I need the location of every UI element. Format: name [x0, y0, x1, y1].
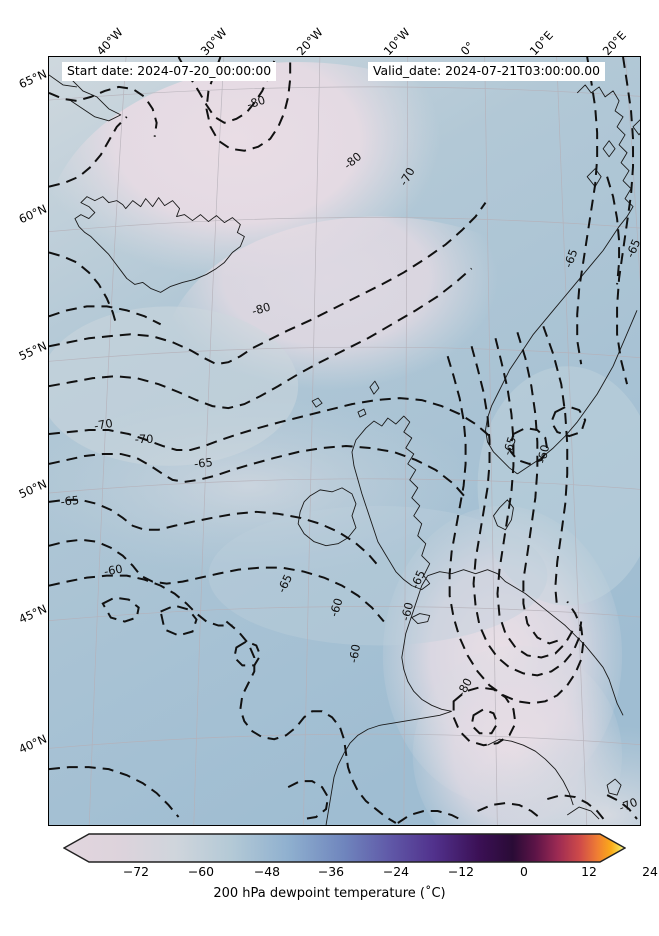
colorbar-tick-minus48: −48	[253, 864, 281, 879]
colorbar-tick-12: 12	[581, 864, 597, 879]
svg-text:-65: -65	[623, 237, 640, 260]
svg-text:-70: -70	[93, 416, 114, 433]
svg-text:-65: -65	[561, 247, 581, 269]
colorbar-title: 200 hPa dewpoint temperature (˚C)	[213, 886, 446, 901]
colorbar-tick-minus60: −60	[187, 864, 215, 879]
svg-text:-60: -60	[327, 596, 346, 618]
svg-text:-80: -80	[245, 93, 267, 112]
svg-text:-60: -60	[535, 443, 553, 464]
map-plot: -80 -80 -70 -80 -70 -70 -65 -65 -65 -60 …	[49, 57, 640, 825]
lon-tick-10e: 10°E	[526, 28, 556, 58]
svg-text:-65: -65	[500, 435, 519, 457]
svg-text:-70: -70	[135, 432, 154, 446]
map-axes[interactable]: -80 -80 -70 -80 -70 -70 -65 -65 -65 -60 …	[48, 56, 641, 826]
colorbar-tick-minus12: −12	[447, 864, 475, 879]
colorbar-tick-minus24: −24	[382, 864, 410, 879]
lat-tick-40n: 40°N	[16, 731, 49, 757]
valid-date-annotation: Valid_date: 2024-07-21T03:00:00.00	[368, 62, 606, 82]
lon-tick-10w: 10°W	[380, 25, 413, 58]
colorbar-tick-24: 24	[642, 864, 658, 879]
lat-tick-50n: 50°N	[16, 476, 49, 502]
lon-tick-40w: 40°W	[93, 25, 126, 58]
colorbar-tick-minus72: −72	[122, 864, 150, 879]
lat-tick-65n: 65°N	[16, 66, 49, 92]
lon-tick-20w: 20°W	[293, 25, 326, 58]
coastlines	[49, 74, 640, 825]
lat-tick-55n: 55°N	[16, 338, 49, 364]
colorbar[interactable]	[63, 833, 626, 863]
svg-text:-65: -65	[193, 455, 213, 471]
svg-text:-65: -65	[60, 493, 80, 509]
svg-text:-60: -60	[398, 601, 416, 623]
lon-tick-30w: 30°W	[197, 25, 230, 58]
colorbar-tick-zero: 0	[520, 864, 528, 879]
svg-text:-60: -60	[103, 562, 124, 579]
scalar-field-shading	[49, 62, 640, 825]
lat-tick-45n: 45°N	[16, 601, 49, 627]
svg-text:-60: -60	[346, 643, 363, 664]
colorbar-tick-minus36: −36	[317, 864, 345, 879]
lat-tick-60n: 60°N	[16, 201, 49, 227]
svg-text:-65: -65	[408, 568, 428, 591]
start-date-annotation: Start date: 2024-07-20_00:00:00	[62, 62, 277, 82]
svg-text:-70: -70	[617, 795, 640, 815]
colorbar-gradient	[63, 833, 626, 863]
lon-tick-20e: 20°E	[599, 28, 629, 58]
contour-labels: -80 -80 -70 -80 -70 -70 -65 -65 -65 -60 …	[60, 93, 640, 815]
contour-lines	[49, 57, 638, 824]
svg-text:-80: -80	[250, 300, 272, 319]
